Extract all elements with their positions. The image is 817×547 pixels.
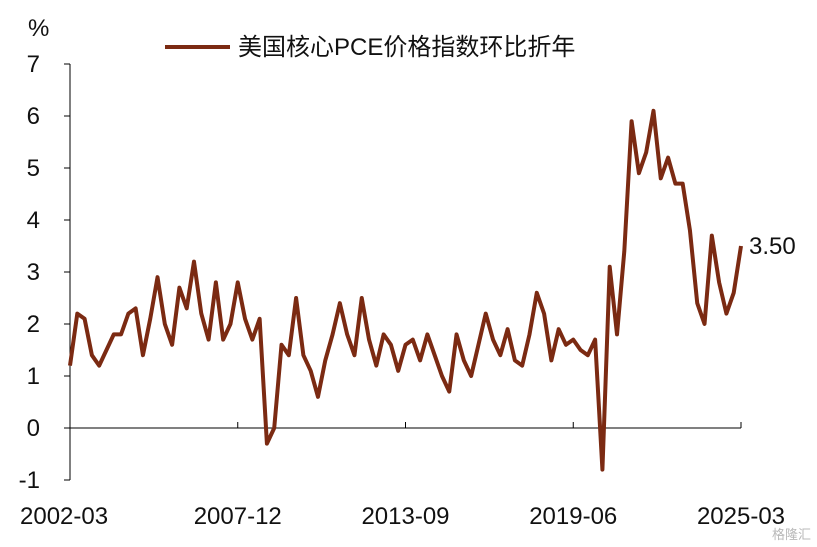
x-axis-ticks: 2002-03 2007-12 2013-09 2019-06 2025-03 (20, 422, 785, 530)
y-tick-label: 6 (27, 103, 40, 130)
y-axis-unit: % (28, 15, 49, 42)
legend-label: 美国核心PCE价格指数环比折年 (238, 34, 575, 61)
y-tick-label: 2 (27, 311, 40, 338)
y-tick-label: 5 (27, 155, 40, 182)
y-tick-label: 0 (27, 415, 40, 442)
x-tick-label: 2025-03 (697, 503, 785, 530)
x-tick-label: 2019-06 (529, 503, 617, 530)
x-tick-label: 2007-12 (194, 503, 282, 530)
watermark: 格隆汇 (771, 528, 811, 543)
series-layer (68, 108, 743, 472)
y-tick-label: 1 (27, 363, 40, 390)
end-value-label: 3.50 (749, 233, 796, 260)
y-tick-label: 7 (27, 51, 40, 78)
x-tick-label: 2013-09 (361, 503, 449, 530)
y-tick-label: -1 (19, 467, 40, 494)
y-tick-label: 4 (27, 207, 40, 234)
y-tick-label: 3 (27, 259, 40, 286)
legend: 美国核心PCE价格指数环比折年 (165, 34, 575, 61)
y-axis-ticks: -1 0 1 2 3 4 5 6 7 (19, 51, 70, 494)
series-line (68, 108, 743, 472)
x-tick-label: 2002-03 (20, 503, 108, 530)
